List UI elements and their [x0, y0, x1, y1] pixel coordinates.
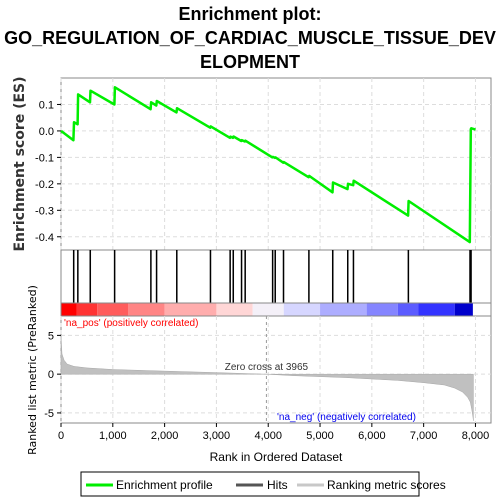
- heat-segment: [454, 303, 473, 316]
- heat-segment: [97, 303, 129, 316]
- pos-correlated-label: 'na_pos' (positively correlated): [64, 318, 198, 329]
- x-ticks: 0 1,000 2,000 3,000 4,000 5,000 6,000 7,000 8,00…: [58, 423, 489, 442]
- heat-segment: [164, 303, 217, 316]
- metric-grid: [60, 316, 491, 423]
- heat-segment: [61, 303, 77, 316]
- x-tick-label: 4,000: [254, 430, 282, 442]
- metric-y-tick-label: -5: [44, 408, 54, 420]
- title-line-2: GO_REGULATION_OF_CARDIAC_MUSCLE_TISSUE_D…: [4, 28, 496, 48]
- metric-y-tick-label: 5: [48, 330, 54, 342]
- heat-segment: [76, 303, 98, 316]
- x-tick-label: 0: [58, 430, 64, 442]
- es-panel-frame: [60, 77, 492, 251]
- es-y-axis-label: Enrichment score (ES): [12, 76, 28, 251]
- x-tick-label: 8,000: [462, 430, 490, 442]
- heat-segment: [252, 303, 284, 316]
- heat-segment: [283, 303, 321, 316]
- chart-title: Enrichment plot: GO_REGULATION_OF_CARDIA…: [0, 2, 500, 74]
- heat-segment: [216, 303, 253, 316]
- ranking-metric-area: [60, 335, 474, 421]
- ranking-heat-bar: [61, 303, 473, 316]
- x-tick-label: 1,000: [99, 430, 127, 442]
- enrichment-profile-line: [60, 86, 476, 244]
- heat-segment: [366, 303, 398, 316]
- x-tick-label: 6,000: [358, 430, 386, 442]
- heat-segment: [418, 303, 455, 316]
- x-tick-label: 7,000: [410, 430, 438, 442]
- legend-enrichment-label: Enrichment profile: [116, 478, 213, 492]
- es-y-tick-label: 0.0: [39, 126, 54, 138]
- metric-y-ticks: -5 0 5: [44, 330, 61, 420]
- heat-segment: [397, 303, 419, 316]
- es-y-tick-label: 0.1: [39, 99, 54, 111]
- x-axis-label: Rank in Ordered Dataset: [210, 450, 343, 464]
- heat-segment: [320, 303, 367, 316]
- metric-panel-frame: [60, 315, 492, 424]
- x-tick-label: 3,000: [203, 430, 231, 442]
- legend-hits-label: Hits: [267, 478, 288, 492]
- es-y-ticks: -0.4 -0.3 -0.2 -0.1 0.0 0.1: [35, 99, 61, 244]
- x-tick-label: 2,000: [151, 430, 179, 442]
- hits-panel-frame: [60, 249, 492, 304]
- neg-correlated-label: 'na_neg' (negatively correlated): [277, 412, 416, 423]
- legend-metric-label: Ranking metric scores: [327, 478, 446, 492]
- es-y-tick-label: -0.4: [35, 232, 54, 244]
- hit-marks: [72, 250, 472, 303]
- title-line-1: Enrichment plot:: [178, 4, 322, 24]
- heat-segment: [128, 303, 165, 316]
- es-y-tick-label: -0.1: [35, 152, 54, 164]
- metric-y-axis-label: Ranked list metric (PreRanked): [26, 285, 39, 455]
- title-line-3: ELOPMENT: [199, 52, 300, 72]
- x-tick-label: 5,000: [306, 430, 334, 442]
- es-y-tick-label: -0.3: [35, 205, 54, 217]
- es-y-tick-label: -0.2: [35, 179, 54, 191]
- zero-cross-label: Zero cross at 3965: [225, 362, 309, 373]
- metric-y-tick-label: 0: [48, 369, 54, 381]
